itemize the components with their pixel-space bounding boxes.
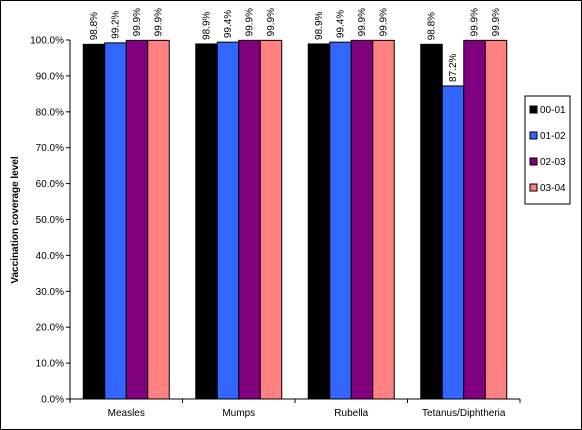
data-label: 87.2% [448,53,459,81]
bar [372,39,395,400]
data-label-background [447,52,460,83]
bar [420,43,443,400]
legend-swatch [529,157,538,166]
legend: 00-01 01-02 02-03 03-04 [524,95,571,205]
bar [125,39,149,400]
data-label: 99.9% [245,8,256,36]
legend-label: 01-02 [540,131,566,142]
bar [82,43,106,400]
bar [484,39,508,400]
data-label: 99.4% [336,10,347,38]
data-label: 99.9% [491,8,502,36]
data-label: 98.8% [89,12,100,40]
bar [441,85,465,400]
data-label: 99.9% [357,8,368,36]
data-label: 99.9% [379,8,390,36]
x-tick-label: Rubella [334,408,368,419]
bar [463,39,486,400]
legend-label: 02-03 [540,157,566,168]
bar [350,39,374,400]
bar [147,39,170,400]
y-tick-label: 90.0% [36,71,64,82]
data-label: 99.9% [154,8,165,36]
bar [238,39,261,400]
y-axis-label: Vaccination coverage level [10,156,21,284]
bar [329,41,352,400]
legend-box [524,95,571,205]
data-label: 99.9% [132,8,143,36]
bar [216,41,240,400]
y-tick-label: 50.0% [36,215,64,226]
y-tick-label: 80.0% [36,107,64,118]
y-tick-label: 100.0% [30,36,64,47]
data-label: 98.9% [314,11,325,39]
y-tick-label: 70.0% [36,143,64,154]
legend-label: 00-01 [540,105,566,116]
x-tick-label: Mumps [222,408,255,419]
data-label: 99.4% [223,10,234,38]
y-tick-label: 60.0% [36,179,64,190]
bar [307,43,331,400]
bar [195,43,218,400]
bar [259,39,283,400]
data-label: 98.9% [202,11,213,39]
data-labels: 98.8% 99.2% 99.9% 99.9% 98.9% 99.4% 99.9% 99.9%… [89,8,502,83]
bar [104,42,127,400]
x-tick-label: Measles [108,408,145,419]
data-label: 99.2% [111,10,122,38]
bars [82,39,508,400]
data-label: 98.8% [427,12,438,40]
legend-label: 03-04 [540,183,566,194]
y-tick-label: 0.0% [41,395,64,406]
legend-swatch [529,105,538,114]
y-tick-label: 30.0% [36,287,64,298]
x-tick-label: Tetanus/Diphtheria [422,408,506,419]
legend-swatch [529,131,538,140]
legend-swatch [529,183,538,192]
y-tick-label: 20.0% [36,323,64,334]
y-tick-label: 10.0% [36,359,64,370]
data-label: 99.9% [266,8,277,36]
data-label: 99.9% [470,8,481,36]
y-tick-label: 40.0% [36,251,64,262]
